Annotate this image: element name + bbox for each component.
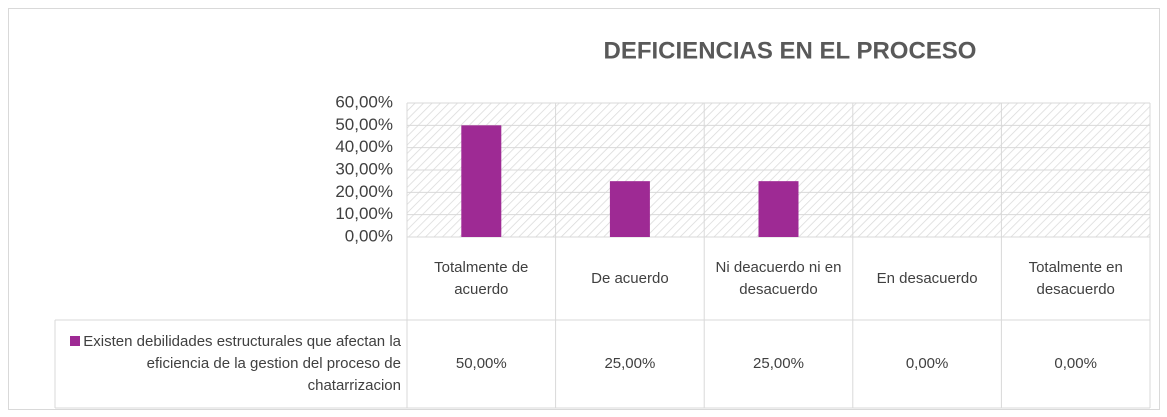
chart-border — [8, 8, 1160, 410]
y-tick-label: 10,00% — [335, 204, 393, 223]
x-tick-label: En desacuerdo — [876, 269, 978, 287]
y-tick-label: 50,00% — [335, 115, 393, 134]
bar — [461, 125, 502, 237]
legend-text: Existen debilidades estructurales que af… — [65, 331, 401, 397]
legend-label: Existen debilidades estructurales que af… — [83, 333, 401, 394]
data-table-value: 50,00% — [455, 355, 507, 372]
x-tick-label: Totalmente en desacuerdo — [1028, 258, 1123, 298]
bar — [758, 181, 799, 237]
y-tick-label: 60,00% — [335, 92, 393, 111]
y-tick-label: 20,00% — [335, 182, 393, 201]
data-table-value: 0,00% — [905, 355, 949, 372]
data-table-value: 25,00% — [753, 355, 804, 372]
x-tick-label: Ni deacuerdo ni en desacuerdo — [715, 258, 842, 298]
legend-swatch — [70, 336, 81, 346]
x-tick-label: Totalmente de acuerdo — [434, 258, 529, 298]
y-tick-label: 30,00% — [335, 159, 393, 178]
data-table-value: 25,00% — [604, 355, 656, 372]
chart-title: DEFICIENCIAS EN EL PROCESO — [604, 37, 977, 64]
y-tick-label: 40,00% — [335, 137, 393, 156]
x-tick-label: De acuerdo — [591, 269, 669, 287]
legend-entry: Existen debilidades estructurales que af… — [55, 320, 407, 408]
data-table-value: 0,00% — [1054, 355, 1097, 372]
y-tick-label: 0,00% — [345, 226, 393, 245]
bar — [609, 181, 650, 237]
